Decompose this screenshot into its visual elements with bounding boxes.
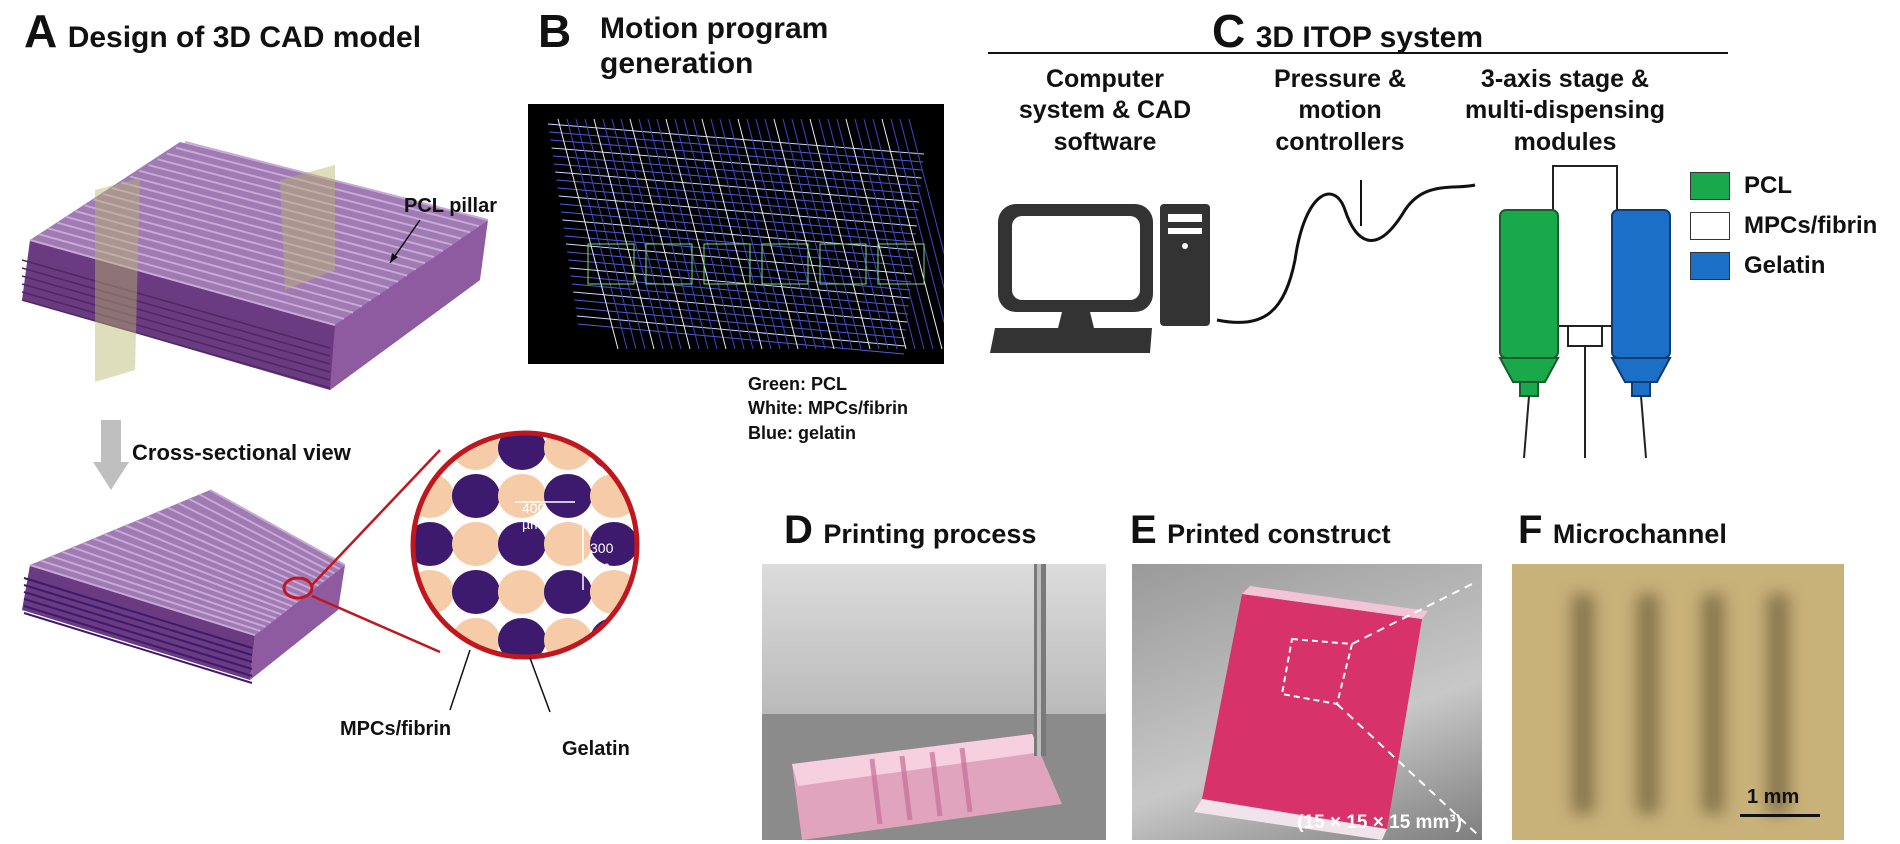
panel-d-letter: D (784, 508, 813, 552)
pcl-syringe (1498, 209, 1560, 459)
panel-b-title-line1: Motion program (600, 12, 829, 45)
dim-400-label: 400 µm (522, 500, 546, 532)
legend-blue: Blue: gelatin (748, 422, 857, 443)
scale-label: 1 mm (1747, 786, 1800, 808)
col-controllers-line3: controllers (1275, 127, 1405, 156)
cross-section-label: Cross-sectional view (132, 440, 351, 465)
panel-c-legend: PCL MPCs/fibrin Gelatin (1690, 172, 1877, 280)
panel-b-heading: B (538, 8, 571, 54)
scale-bar (1740, 814, 1820, 817)
legend-gelatin-swatch (1690, 252, 1730, 280)
mpcs-fibrin-label: MPCs/fibrin (340, 718, 452, 740)
col-stage-line2: multi-dispensing (1465, 96, 1665, 125)
panel-b-title-line2: generation (600, 46, 754, 80)
zoom-lines (311, 449, 441, 654)
construct-size: (15 × 15 × 15 mm³) (1297, 812, 1462, 833)
printing-photo (762, 564, 1106, 840)
zoom-pointers (449, 649, 551, 713)
panel-b-letter: B (538, 5, 572, 57)
microchannel-photo: 1 mm (1512, 564, 1844, 840)
cross-section-plane (95, 178, 140, 382)
panel-c-letter: C (1212, 5, 1246, 57)
legend-pcl-swatch (1690, 172, 1730, 200)
panel-a-heading: A Design of 3D CAD model (24, 8, 421, 56)
legend-white: White: MPCs/fibrin (748, 398, 908, 419)
panel-d-title: Printing process (823, 519, 1037, 549)
panel-a: A Design of 3D CAD model PCL pillar Cros… (0, 0, 640, 844)
legend-pcl-label: PCL (1744, 172, 1792, 199)
pcl-pillar-arrow (389, 219, 421, 264)
zoom-marker (282, 576, 314, 600)
col-controllers: Pressure & motion controllers (1240, 64, 1440, 158)
dim-300-label-a: 300 (590, 540, 614, 556)
down-arrow (93, 420, 129, 490)
legend-mpcs-swatch (1690, 212, 1730, 240)
computer-icon (990, 204, 1210, 353)
cable (1216, 180, 1476, 324)
col-controllers-line1: Pressure & (1273, 65, 1407, 93)
panel-e-heading: E Printed construct (1130, 510, 1391, 550)
cad-model-top (21, 141, 489, 390)
panel-b-title: Motion program generation (600, 12, 828, 81)
pcl-pillar-label: PCL pillar (404, 195, 497, 217)
construct-photo: (15 × 15 × 15 mm³) (1132, 564, 1482, 840)
dispenser-modules (1498, 165, 1672, 459)
legend-gelatin: Gelatin (1690, 252, 1877, 280)
panel-f-letter: F (1518, 508, 1543, 552)
gelatin-syringe (1610, 209, 1672, 459)
gelatin-label: Gelatin (562, 738, 630, 760)
panel-c-rule (988, 52, 1728, 54)
legend-green: Green: PCL (748, 374, 848, 394)
legend-gelatin-label: Gelatin (1744, 252, 1826, 279)
panel-a-letter: A (24, 5, 58, 57)
panel-b-legend: Green: PCL White: MPCs/fibrin Blue: gela… (748, 372, 908, 445)
cross-section-zoom (410, 430, 640, 660)
panel-e-title: Printed construct (1167, 519, 1391, 549)
col-computer-line3: software (1053, 127, 1157, 156)
panel-c-title: 3D ITOP system (1255, 21, 1484, 54)
cad-model-bottom (22, 489, 346, 684)
dim-300-label-b: µm (590, 558, 610, 574)
legend-mpcs: MPCs/fibrin (1690, 212, 1877, 240)
col-stage-line1: 3-axis stage & (1480, 65, 1650, 93)
col-computer: Computer system & CAD software (990, 64, 1220, 158)
legend-mpcs-label: MPCs/fibrin (1744, 212, 1878, 239)
col-controllers-line2: motion (1298, 96, 1382, 125)
col-computer-line2: system & CAD (1018, 96, 1192, 125)
panel-c-heading: C 3D ITOP system (1212, 8, 1483, 56)
col-computer-line1: Computer (1045, 65, 1165, 93)
legend-pcl: PCL (1690, 172, 1877, 200)
panel-d-heading: D Printing process (784, 510, 1036, 550)
col-stage: 3-axis stage & multi-dispensing modules (1445, 64, 1685, 158)
panel-f-heading: F Microchannel (1518, 510, 1727, 550)
col-stage-line3: modules (1513, 127, 1617, 156)
panel-a-title: Design of 3D CAD model (67, 21, 422, 54)
panel-f-title: Microchannel (1552, 519, 1727, 549)
panel-e-letter: E (1130, 508, 1157, 552)
motion-program-render (528, 104, 944, 364)
